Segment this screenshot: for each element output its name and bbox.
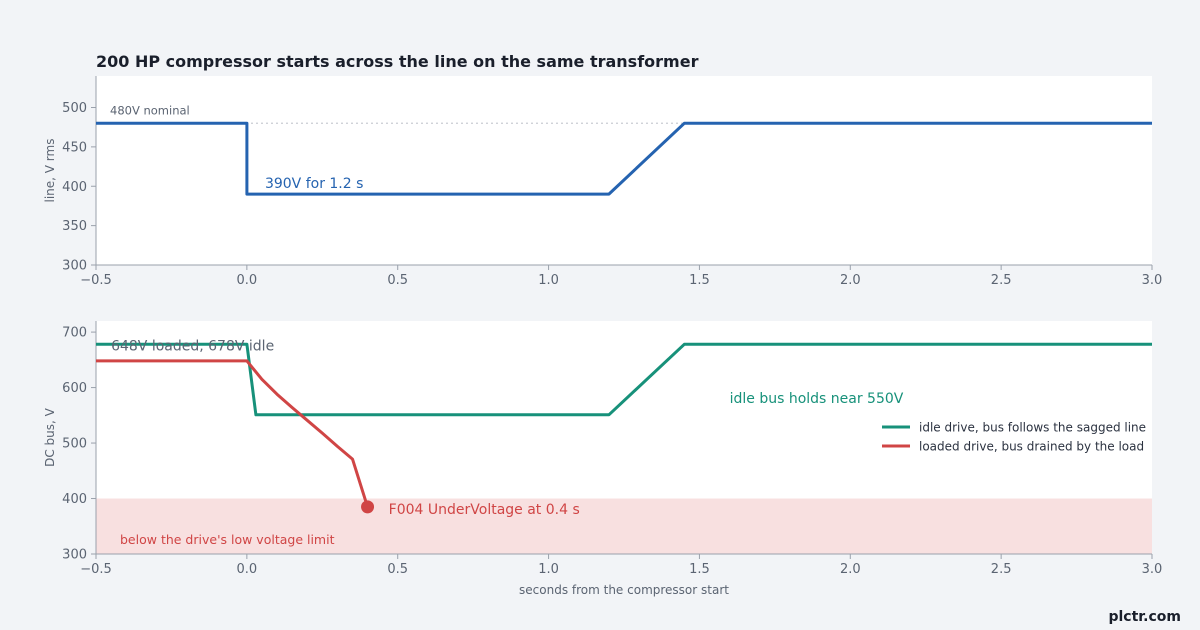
x-axis-label: seconds from the compressor start xyxy=(519,583,729,597)
dc-bus-panel: below the drive's low voltage limit −0.5 0… xyxy=(43,321,1162,577)
top-y-tick-label: 400 xyxy=(62,180,87,195)
bottom-y-tick-label: 300 xyxy=(62,548,87,563)
top-y-axis-label: line, V rms xyxy=(43,139,57,203)
bottom-y-tick-label: 600 xyxy=(62,381,87,396)
bottom-x-tick-label: −0.5 xyxy=(80,562,112,577)
bottom-y-tick-label: 500 xyxy=(62,437,87,452)
bottom-legend-label: loaded drive, bus drained by the load xyxy=(919,440,1144,454)
bottom-x-tick-label: 1.5 xyxy=(689,562,710,577)
bottom-x-tick-label: 3.0 xyxy=(1142,562,1163,577)
top-x-tick-label: 0.5 xyxy=(387,273,408,288)
top-y-tick-label: 350 xyxy=(62,219,87,234)
bottom-annotation: F004 UnderVoltage at 0.4 s xyxy=(389,502,580,518)
chart-title: 200 HP compressor starts across the line… xyxy=(96,52,699,71)
top-x-tick-label: 0.0 xyxy=(237,273,258,288)
bottom-x-tick-label: 0.5 xyxy=(387,562,408,577)
top-x-tick-label: 2.5 xyxy=(991,273,1012,288)
bottom-y-tick-label: 400 xyxy=(62,492,87,507)
top-x-tick-label: 2.0 xyxy=(840,273,861,288)
line-voltage-panel: 480V nominal −0.5 0.0 0.5 1.0 1.5 2.0 2.5 3.0 300… xyxy=(43,76,1162,288)
bottom-x-tick-label: 1.0 xyxy=(538,562,559,577)
bottom-x-tick-label: 0.0 xyxy=(237,562,258,577)
brand-logo-text: plctr.com xyxy=(1108,609,1181,625)
top-reference-label: 480V nominal xyxy=(110,103,190,117)
bottom-annotation: 648V loaded, 678V idle xyxy=(111,338,274,354)
bottom-annotation: idle bus holds near 550V xyxy=(730,391,904,407)
top-annotation: 390V for 1.2 s xyxy=(265,176,363,192)
bottom-series-line-1 xyxy=(96,359,369,508)
bottom-y-axis-label: DC bus, V xyxy=(43,407,57,467)
top-x-tick-label: −0.5 xyxy=(80,273,112,288)
top-x-tick-label: 1.5 xyxy=(689,273,710,288)
bottom-legend-label: idle drive, bus follows the sagged line xyxy=(919,421,1146,435)
top-y-tick-label: 300 xyxy=(62,259,87,274)
top-series-line-0 xyxy=(96,121,1152,196)
bottom-x-tick-label: 2.0 xyxy=(840,562,861,577)
bottom-limit-band xyxy=(96,498,1152,554)
bottom-x-tick-label: 2.5 xyxy=(991,562,1012,577)
top-x-tick-label: 1.0 xyxy=(538,273,559,288)
bottom-fault-marker xyxy=(361,500,375,514)
bottom-y-tick-label: 700 xyxy=(62,326,87,341)
bottom-limit-band-label: below the drive's low voltage limit xyxy=(120,532,335,547)
top-y-tick-label: 450 xyxy=(62,140,87,155)
top-y-tick-label: 500 xyxy=(62,101,87,116)
top-plot-area xyxy=(96,76,1152,265)
top-x-tick-label: 3.0 xyxy=(1142,273,1163,288)
bottom-series-line-0 xyxy=(96,342,1152,417)
